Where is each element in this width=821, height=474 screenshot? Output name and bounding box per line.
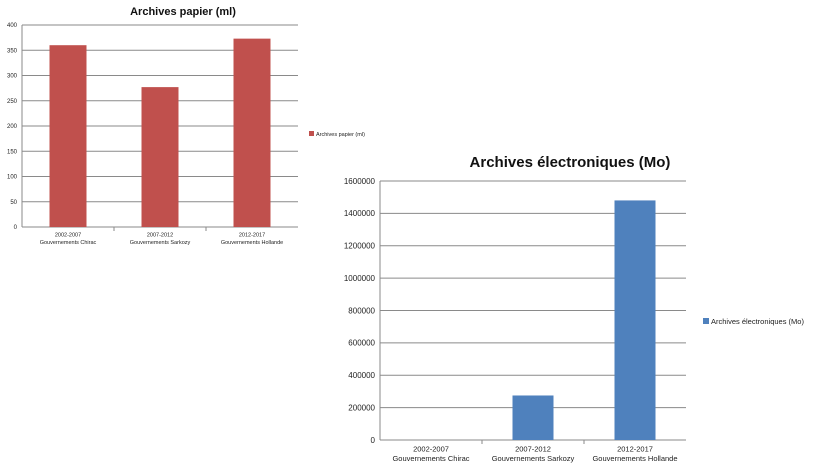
chart-archives-electroniques: Archives électroniques (Mo) 0 200000 40000… [344,154,805,463]
y-tick-label: 100 [7,175,18,181]
chart-1-y-ticks: 0 50 100 150 200 250 300 350 400 [7,23,18,231]
x-category-label: 2002-2007 [413,445,449,454]
chart-2-title: Archives électroniques (Mo) [470,154,671,171]
chart-2-legend-swatch [703,318,709,324]
x-category-label: 2002-2007 [55,233,81,239]
y-tick-label: 250 [7,99,18,105]
y-tick-label: 1000000 [344,274,376,283]
x-category-label: Gouvernements Sarkozy [130,240,191,246]
bar [233,38,271,228]
chart-1-legend-label: Archives papier (ml) [316,132,365,138]
y-tick-label: 1600000 [344,177,376,186]
chart-1-legend-swatch [309,131,314,136]
y-tick-label: 1400000 [344,209,376,218]
x-category-label: Gouvernements Hollande [592,454,677,463]
y-tick-label: 0 [14,225,18,231]
chart-2-bars [512,200,656,440]
bar [49,45,87,228]
y-tick-label: 200000 [348,403,375,412]
chart-archives-papier: Archives papier (ml) 0 50 100 150 200 250 300 3… [7,6,365,246]
y-tick-label: 0 [371,436,376,445]
x-category-label: 2012-2017 [239,233,265,239]
y-tick-label: 300 [7,74,18,80]
chart-2-y-ticks: 0 200000 400000 600000 800000 1000000 1200000 1… [344,177,376,445]
chart-2-legend: Archives électroniques (Mo) [703,317,804,326]
y-tick-label: 400 [7,23,18,29]
x-category-label: Gouvernements Chirac [392,454,469,463]
x-category-label: 2007-2012 [147,233,173,239]
y-tick-label: 200 [7,124,18,130]
chart-2-legend-label: Archives électroniques (Mo) [711,317,804,326]
y-tick-label: 1200000 [344,242,376,251]
bar [614,200,656,440]
y-tick-label: 350 [7,48,18,54]
x-category-label: 2007-2012 [515,445,551,454]
y-tick-label: 150 [7,149,18,155]
y-tick-label: 50 [10,200,17,206]
x-category-label: 2012-2017 [617,445,653,454]
x-category-label: Gouvernements Sarkozy [492,454,575,463]
chart-1-legend: Archives papier (ml) [309,131,365,138]
chart-1-bars [49,38,271,228]
chart-1-title: Archives papier (ml) [130,6,236,18]
x-category-label: Gouvernements Chirac [40,240,97,246]
bar [512,395,554,440]
x-category-label: Gouvernements Hollande [221,240,283,246]
y-tick-label: 400000 [348,371,375,380]
y-tick-label: 800000 [348,306,375,315]
bar [141,87,179,228]
y-tick-label: 600000 [348,339,375,348]
